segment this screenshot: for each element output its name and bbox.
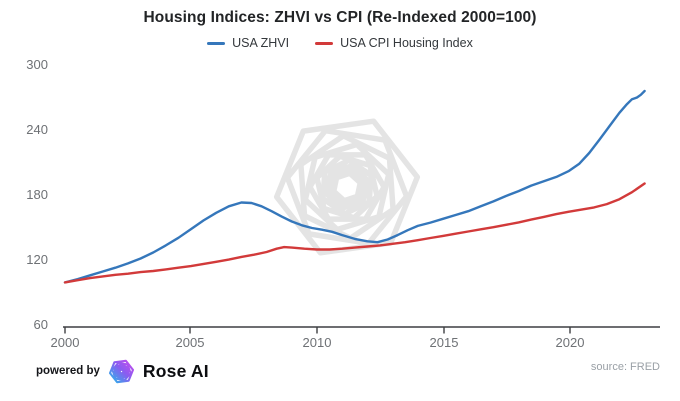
source-caption: source: FRED <box>590 361 660 373</box>
x-tick-label: 2010 <box>302 335 332 350</box>
y-tick-label: 180 <box>26 187 48 202</box>
footer-brand-badge: powered by Rose AI <box>36 355 209 387</box>
x-axis-line <box>63 326 660 334</box>
y-tick-label: 300 <box>26 57 48 72</box>
y-tick-label: 120 <box>26 252 48 267</box>
cpi-line-swatch-icon <box>315 41 334 45</box>
rose-ai-logo-icon <box>108 359 134 383</box>
x-tick-label: 2000 <box>50 335 80 350</box>
x-tick-label: 2015 <box>429 335 459 350</box>
legend-item-zhvi: USA ZHVI <box>207 36 289 50</box>
x-tick-label: 2020 <box>555 335 585 350</box>
legend: USA ZHVI USA CPI Housing Index <box>0 36 680 50</box>
rose-ai-watermark-icon <box>273 118 421 256</box>
legend-item-cpi: USA CPI Housing Index <box>315 36 473 50</box>
x-tick-label: 2005 <box>175 335 205 350</box>
zhvi-line-swatch-icon <box>207 41 226 45</box>
legend-label-cpi: USA CPI Housing Index <box>340 36 473 50</box>
chart-title: Housing Indices: ZHVI vs CPI (Re-Indexed… <box>143 9 537 26</box>
powered-by-label: powered by <box>36 365 100 377</box>
cpi-line <box>63 182 646 284</box>
y-tick-label: 60 <box>33 317 48 332</box>
legend-label-zhvi: USA ZHVI <box>232 36 290 50</box>
y-tick-label: 240 <box>26 122 48 137</box>
brand-name-label: Rose AI <box>142 360 209 381</box>
zhvi-line <box>63 89 646 284</box>
